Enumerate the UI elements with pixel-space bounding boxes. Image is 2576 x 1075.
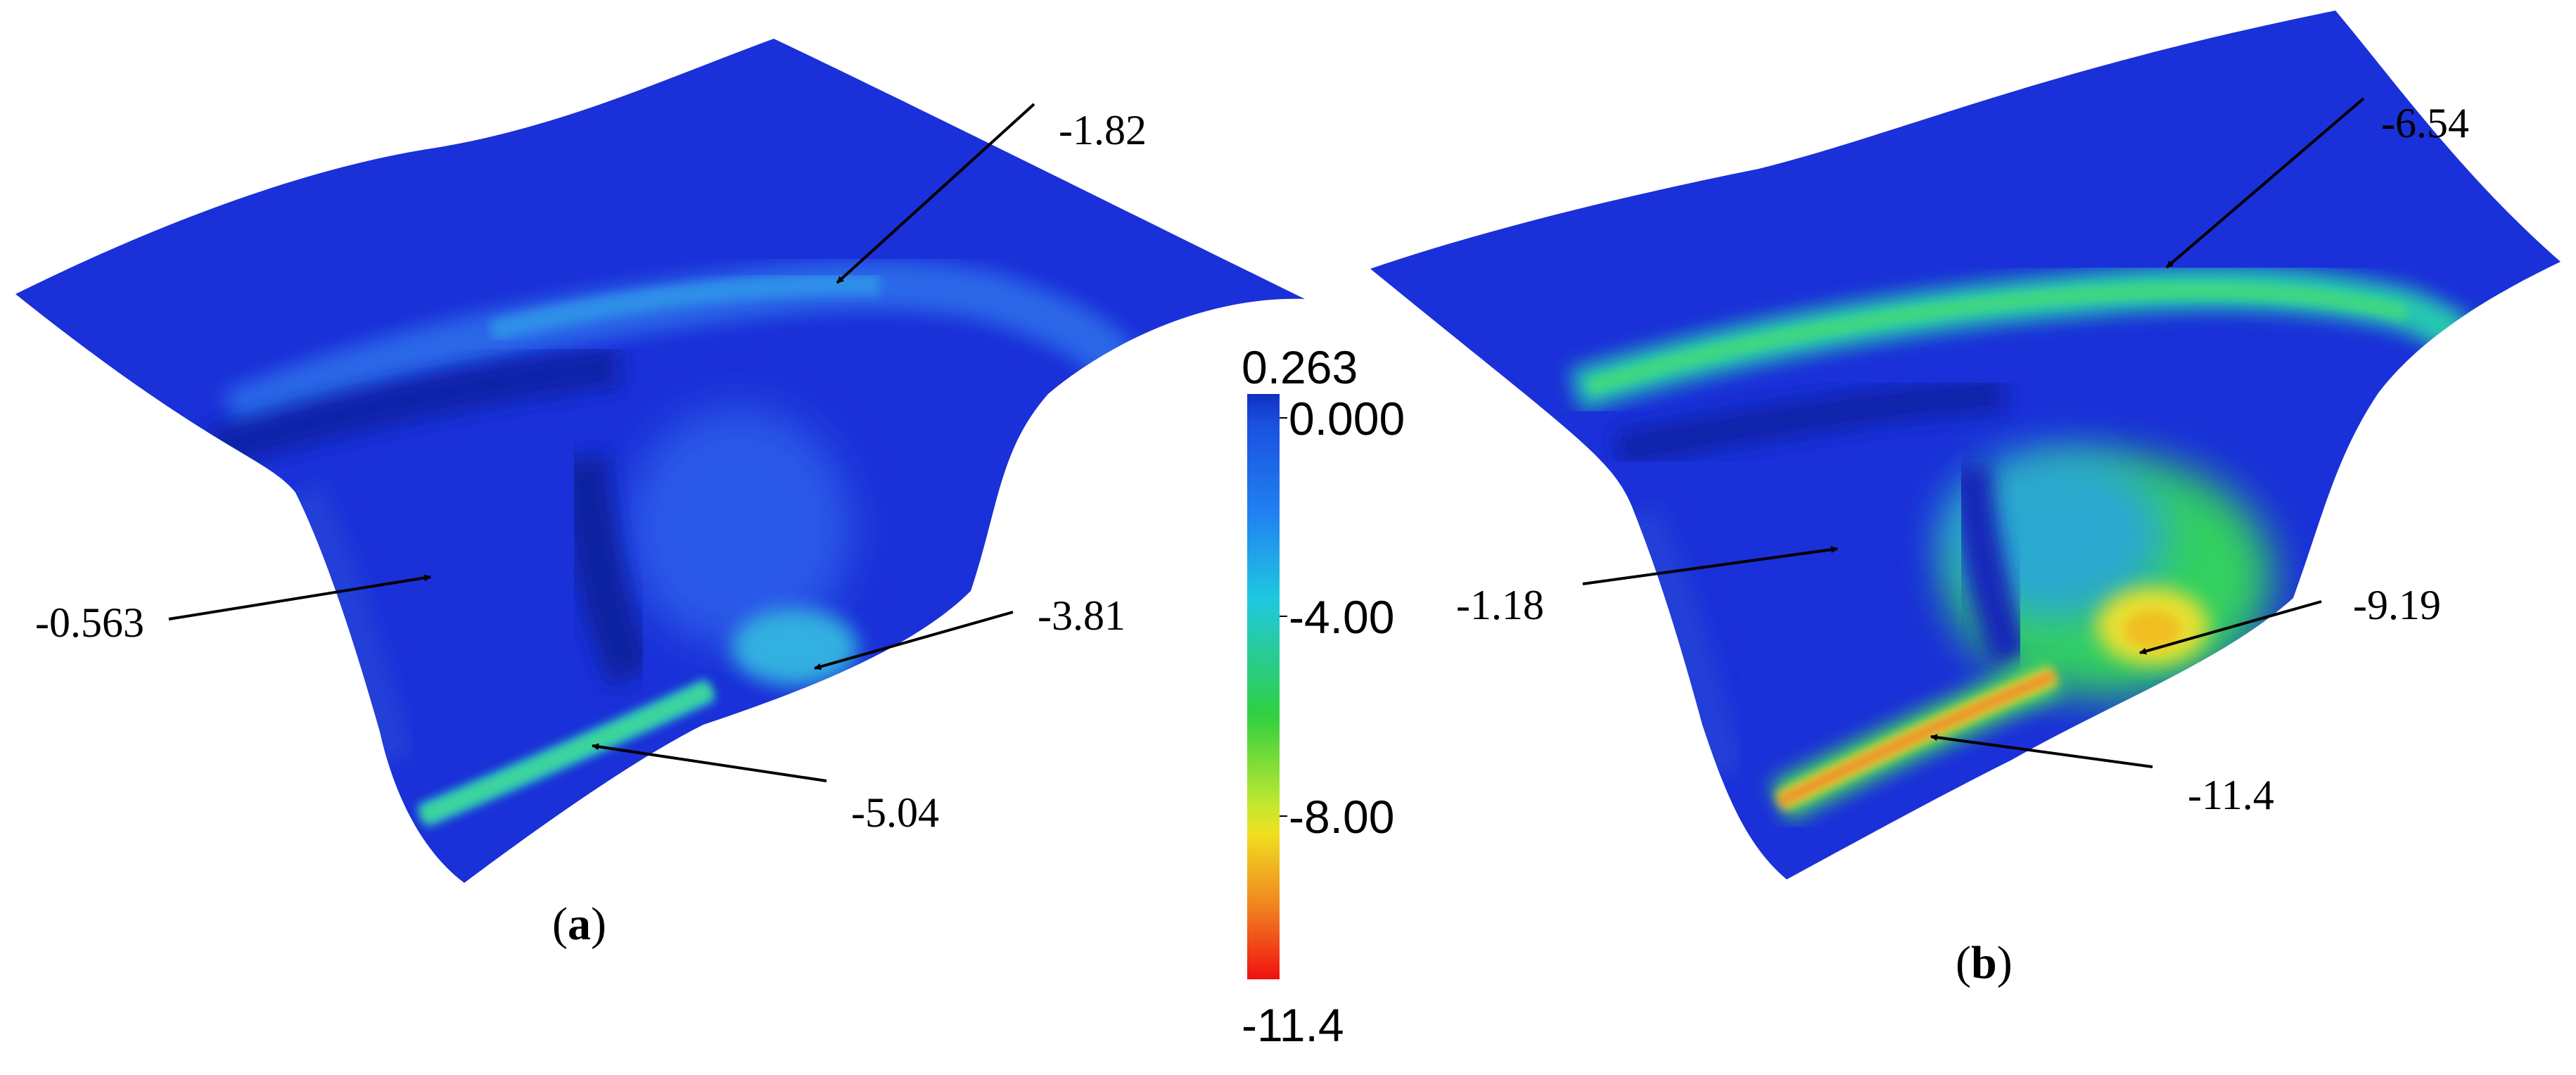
arrow-a-2	[168, 574, 431, 621]
colorbar-tick-label-2: -8.00	[1289, 791, 1394, 843]
arrow-b-3	[2139, 600, 2322, 655]
colorbar: 0.263 0.000 -4.00 -8.00 -11.4	[1242, 341, 1405, 1051]
annotation-a-4: -5.04	[851, 789, 939, 836]
arrow-a-4	[592, 743, 827, 782]
annotation-b-4: -11.4	[2188, 772, 2274, 818]
annotation-b-2: -1.18	[1456, 582, 1544, 628]
annotations-a: -1.82 -0.563 -3.81 -5.04	[35, 103, 1147, 836]
colorbar-gradient	[1247, 394, 1280, 979]
annotation-a-1: -1.82	[1059, 107, 1147, 153]
arrow-b-2	[1582, 546, 1838, 585]
panel-label-a-close: )	[591, 898, 606, 950]
panel-label-a-open: (	[552, 898, 568, 950]
arrow-b-4	[1930, 734, 2153, 768]
annotation-b-3: -9.19	[2353, 582, 2441, 628]
arrow-b-1	[2165, 97, 2365, 269]
surface-plot-a	[15, 39, 1305, 883]
panel-label-a-letter: a	[568, 898, 591, 950]
colorbar-max-label: 0.263	[1242, 341, 1358, 393]
surface-b-base	[1370, 11, 2561, 879]
panel-label-b-open: (	[1956, 937, 1971, 988]
panel-label-b-close: )	[1997, 937, 2013, 988]
annotation-b-1: -6.54	[2381, 100, 2469, 146]
colorbar-tick-label-1: -4.00	[1289, 591, 1394, 643]
panel-label-b-letter: b	[1971, 937, 1997, 988]
annotation-a-3: -3.81	[1038, 592, 1126, 639]
colorbar-min-label: -11.4	[1242, 999, 1344, 1051]
arrow-a-1	[836, 103, 1035, 284]
annotation-a-2: -0.563	[35, 599, 144, 646]
annotations-b: -6.54 -1.18 -9.19 -11.4	[1456, 97, 2469, 818]
arrow-a-3	[814, 611, 1014, 670]
panel-label-a: (a)	[552, 898, 606, 950]
colorbar-tick-label-0: 0.000	[1289, 393, 1405, 445]
panel-label-b: (b)	[1956, 937, 2013, 988]
surface-plot-b	[1370, 11, 2561, 879]
